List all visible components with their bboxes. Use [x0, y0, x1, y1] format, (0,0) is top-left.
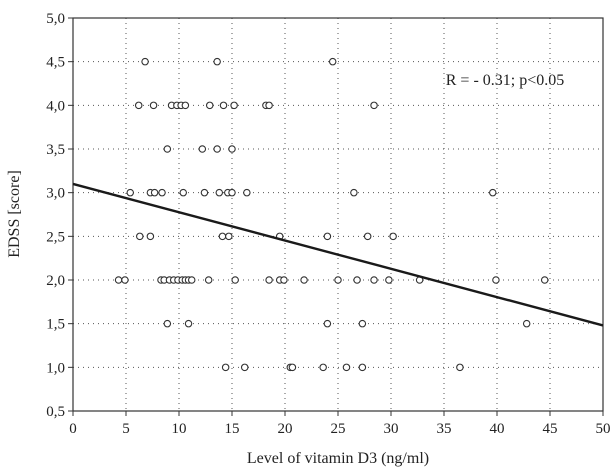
- data-point: [200, 188, 209, 197]
- x-tick-label: 15: [225, 421, 240, 437]
- data-point: [243, 188, 251, 197]
- data-point: [218, 232, 227, 241]
- data-point: [240, 363, 249, 372]
- data-point: [215, 188, 224, 197]
- data-point: [231, 276, 239, 284]
- data-point: [363, 232, 372, 241]
- data-point: [184, 319, 193, 328]
- data-point: [205, 101, 214, 110]
- data-point: [198, 145, 207, 153]
- data-point: [540, 276, 549, 284]
- data-point: [134, 101, 143, 110]
- y-tick-label: 2,5: [46, 229, 65, 245]
- x-tick-label: 40: [490, 421, 505, 437]
- data-point: [300, 276, 308, 284]
- axis-ticks: 0 5 10 15 20 25 30 35 40 45 50 0,5 1,0 1,5 2,0 2,5 3,0 3,…: [46, 11, 610, 437]
- data-point: [213, 57, 221, 66]
- data-point: [149, 101, 158, 110]
- data-point: [150, 188, 159, 197]
- data-point: [265, 101, 273, 110]
- data-point: [136, 232, 144, 241]
- y-tick-label: 1,5: [46, 317, 65, 333]
- data-point: [187, 276, 196, 284]
- data-point: [353, 276, 361, 284]
- data-point: [280, 276, 288, 284]
- data-point: [342, 363, 351, 372]
- y-tick-label: 3,0: [46, 186, 65, 202]
- data-point: [163, 319, 172, 328]
- data-point: [328, 57, 337, 66]
- data-point: [221, 363, 230, 372]
- data-point: [288, 363, 297, 372]
- data-point: [319, 363, 327, 372]
- data-point: [114, 276, 123, 284]
- data-point: [228, 188, 236, 197]
- data-point: [370, 276, 378, 284]
- x-tick-label: 10: [172, 421, 187, 437]
- y-tick-label: 4,0: [46, 98, 65, 114]
- data-point: [265, 276, 273, 284]
- x-tick-label: 45: [543, 421, 558, 437]
- data-point: [219, 101, 228, 110]
- data-point: [323, 232, 332, 241]
- data-point: [146, 232, 155, 241]
- x-tick-label: 30: [384, 421, 399, 437]
- data-points: [114, 57, 549, 372]
- data-point: [121, 276, 129, 284]
- data-point: [492, 276, 500, 284]
- y-tick-label: 0,5: [46, 404, 65, 420]
- data-point: [204, 276, 213, 284]
- data-point: [163, 145, 172, 153]
- data-point: [213, 145, 221, 153]
- y-axis-label: EDSS [score]: [6, 170, 23, 258]
- y-tick-label: 2,0: [46, 273, 65, 289]
- x-tick-label: 5: [122, 421, 130, 437]
- data-point: [389, 232, 397, 241]
- data-point: [350, 188, 358, 197]
- regression-line: [72, 182, 604, 327]
- data-point: [141, 57, 149, 66]
- y-tick-label: 5,0: [46, 11, 65, 27]
- data-point: [225, 232, 233, 241]
- data-point: [179, 188, 187, 197]
- data-point: [158, 188, 166, 197]
- x-tick-label: 35: [437, 421, 452, 437]
- data-point: [358, 363, 367, 372]
- data-point: [358, 319, 367, 328]
- x-tick-label: 50: [596, 421, 611, 437]
- data-point: [323, 319, 332, 328]
- data-point: [385, 276, 393, 284]
- data-point: [126, 188, 134, 197]
- data-point: [181, 101, 190, 110]
- data-point: [456, 363, 464, 372]
- data-point: [230, 101, 238, 110]
- y-tick-label: 3,5: [46, 142, 65, 158]
- x-tick-label: 20: [278, 421, 293, 437]
- data-point: [522, 319, 531, 328]
- y-tick-label: 4,5: [46, 55, 65, 71]
- correlation-annotation: R = - 0.31; p<0.05: [446, 72, 565, 89]
- x-axis-label: Level of vitamin D3 (ng/ml): [247, 450, 429, 467]
- x-tick-label: 25: [331, 421, 346, 437]
- data-point: [370, 101, 378, 110]
- data-point: [228, 145, 236, 153]
- data-point: [334, 276, 342, 284]
- y-tick-label: 1,0: [46, 360, 65, 376]
- x-tick-label: 0: [69, 421, 77, 437]
- data-point: [489, 188, 497, 197]
